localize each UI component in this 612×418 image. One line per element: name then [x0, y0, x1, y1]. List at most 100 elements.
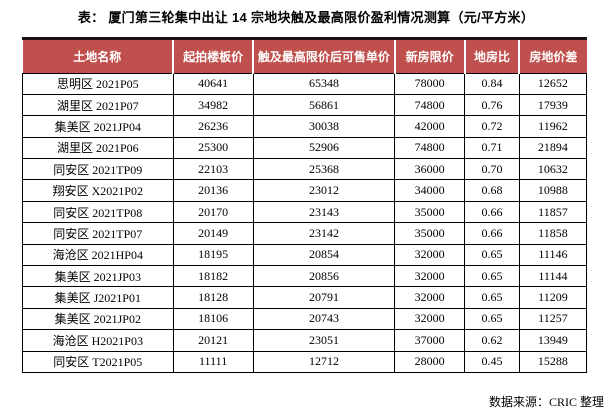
table-row: 海沧区 2021HP04 18195 20854 32000 0.65 11146: [22, 243, 588, 267]
value-cell: 11257: [518, 307, 588, 331]
land-name-cell: 集美区 J2021P01: [22, 286, 174, 309]
value-cell: 0.65: [464, 286, 520, 309]
table-row: 海沧区 H2021P03 20121 23051 37000 0.62 13949: [22, 329, 588, 352]
land-name-cell: 思明区 2021P05: [22, 72, 174, 95]
table-row: 翔安区 X2021P02 20136 23012 34000 0.68 10988: [22, 179, 588, 202]
value-cell: 52906: [252, 136, 396, 160]
value-cell: 21894: [518, 136, 588, 160]
value-cell: 32000: [394, 243, 466, 267]
value-cell: 11209: [518, 286, 588, 309]
value-cell: 36000: [394, 158, 466, 181]
value-cell: 0.72: [464, 115, 520, 138]
value-cell: 11858: [518, 222, 588, 245]
value-cell: 0.76: [464, 93, 520, 117]
value-cell: 34000: [394, 179, 466, 202]
value-cell: 32000: [394, 307, 466, 331]
value-cell: 12712: [252, 350, 396, 373]
value-cell: 20854: [252, 243, 396, 267]
value-cell: 23143: [252, 200, 396, 224]
value-cell: 0.66: [464, 222, 520, 245]
value-cell: 11146: [518, 243, 588, 267]
value-cell: 40641: [172, 72, 254, 95]
value-cell: 74800: [394, 93, 466, 117]
value-cell: 0.65: [464, 243, 520, 267]
value-cell: 23051: [252, 329, 396, 352]
table-row: 集美区 2021JP02 18106 20743 32000 0.65 11257: [22, 307, 588, 331]
value-cell: 20170: [172, 200, 254, 224]
value-cell: 0.84: [464, 72, 520, 95]
land-price-table-wrap: 土地名称 起拍楼板价 触及最高限价后可售单价 新房限价 地房比 房地价差 思明区 2021…: [22, 37, 588, 373]
table-row: 湖里区 2021P07 34982 56861 74800 0.76 17939: [22, 93, 588, 117]
table-row: 湖里区 2021P06 25300 52906 74800 0.71 21894: [22, 136, 588, 160]
value-cell: 20856: [252, 265, 396, 288]
value-cell: 18182: [172, 265, 254, 288]
value-cell: 10988: [518, 179, 588, 202]
land-name-cell: 海沧区 2021HP04: [22, 243, 174, 267]
table-header-cell: 起拍楼板价: [172, 40, 254, 74]
value-cell: 28000: [394, 350, 466, 373]
table-header-cell: 地房比: [463, 40, 520, 74]
value-cell: 18195: [172, 243, 254, 267]
table-header-cell: 房地价差: [518, 40, 587, 74]
value-cell: 20136: [172, 179, 254, 202]
table-row: 同安区 2021TP07 20149 23142 35000 0.66 11858: [22, 222, 588, 245]
value-cell: 22103: [172, 158, 254, 181]
table-row: 集美区 2021JP03 18182 20856 32000 0.65 11144: [22, 265, 588, 288]
table-row: 集美区 J2021P01 18128 20791 32000 0.65 11209: [22, 286, 588, 309]
value-cell: 20149: [172, 222, 254, 245]
value-cell: 11962: [518, 115, 588, 138]
value-cell: 23142: [252, 222, 396, 245]
land-name-cell: 同安区 2021TP09: [22, 158, 174, 181]
value-cell: 74800: [394, 136, 466, 160]
value-cell: 32000: [394, 265, 466, 288]
table-header-row: 土地名称 起拍楼板价 触及最高限价后可售单价 新房限价 地房比 房地价差: [22, 40, 587, 74]
value-cell: 18106: [172, 307, 254, 331]
value-cell: 10632: [518, 158, 588, 181]
value-cell: 0.71: [464, 136, 520, 160]
value-cell: 78000: [394, 72, 466, 95]
value-cell: 0.65: [464, 307, 520, 331]
land-name-cell: 同安区 2021TP08: [22, 200, 174, 224]
land-name-cell: 翔安区 X2021P02: [22, 179, 174, 202]
table-row: 同安区 T2021P05 11111 12712 28000 0.45 15288: [22, 350, 588, 373]
land-name-cell: 集美区 2021JP04: [22, 115, 174, 138]
table-body: 思明区 2021P05 40641 65348 78000 0.84 12652 湖里区 2…: [22, 72, 588, 373]
table-title: 表： 厦门第三轮集中出让 14 宗地块触及最高限价盈利情况测算（元/平方米）: [77, 10, 535, 25]
table-row: 同安区 2021TP09 22103 25368 36000 0.70 10632: [22, 158, 588, 181]
value-cell: 30038: [252, 115, 396, 138]
value-cell: 11111: [172, 350, 254, 373]
table-header: 土地名称 起拍楼板价 触及最高限价后可售单价 新房限价 地房比 房地价差: [22, 40, 587, 74]
table-header-cell: 触及最高限价后可售单价: [252, 40, 395, 74]
table-row: 同安区 2021TP08 20170 23143 35000 0.66 11857: [22, 200, 588, 224]
land-name-cell: 集美区 2021JP03: [22, 265, 174, 288]
value-cell: 35000: [394, 200, 466, 224]
land-name-cell: 湖里区 2021P06: [22, 136, 174, 160]
value-cell: 11144: [518, 265, 588, 288]
value-cell: 65348: [252, 72, 396, 95]
value-cell: 0.65: [464, 265, 520, 288]
value-cell: 11857: [518, 200, 588, 224]
value-cell: 26236: [172, 115, 254, 138]
value-cell: 18128: [172, 286, 254, 309]
value-cell: 17939: [518, 93, 588, 117]
table-row: 集美区 2021JP04 26236 30038 42000 0.72 11962: [22, 115, 588, 138]
value-cell: 42000: [394, 115, 466, 138]
table-header-cell: 新房限价: [393, 40, 465, 74]
table-header-cell: 土地名称: [22, 40, 174, 74]
value-cell: 0.68: [464, 179, 520, 202]
land-name-cell: 集美区 2021JP02: [22, 307, 174, 331]
value-cell: 25368: [252, 158, 396, 181]
value-cell: 35000: [394, 222, 466, 245]
land-name-cell: 同安区 2021TP07: [22, 222, 174, 245]
value-cell: 15288: [518, 350, 588, 373]
land-name-cell: 海沧区 H2021P03: [22, 329, 174, 352]
value-cell: 56861: [252, 93, 396, 117]
value-cell: 32000: [394, 286, 466, 309]
value-cell: 0.66: [464, 200, 520, 224]
value-cell: 0.70: [464, 158, 520, 181]
value-cell: 0.62: [464, 329, 520, 352]
value-cell: 25300: [172, 136, 254, 160]
value-cell: 12652: [518, 72, 588, 95]
value-cell: 20791: [252, 286, 396, 309]
